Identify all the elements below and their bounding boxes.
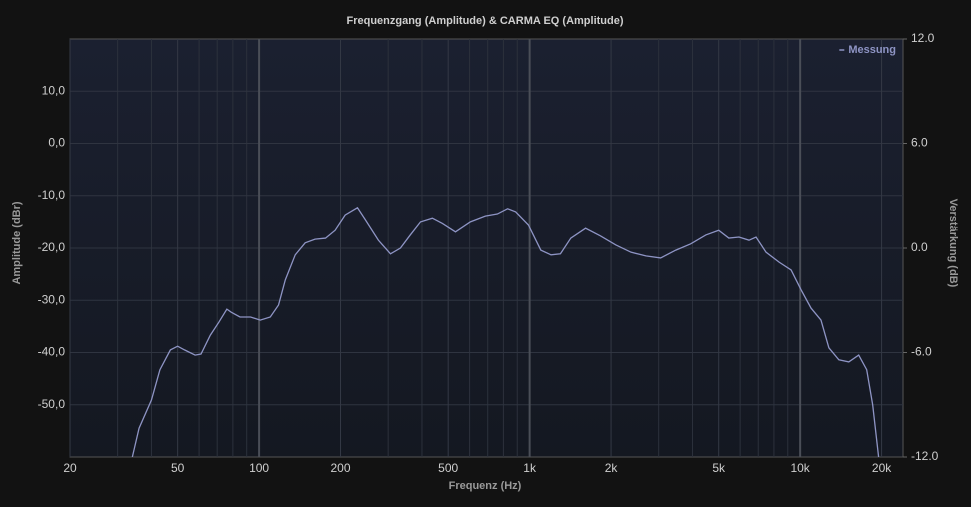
x-tick-label: 10k	[790, 461, 810, 475]
x-tick-label: 50	[171, 461, 185, 475]
x-tick-label: 100	[249, 461, 269, 475]
x-tick-label: 20k	[872, 461, 892, 475]
y-tick-label: -50,0	[38, 397, 66, 411]
x-tick-label: 1k	[523, 461, 537, 475]
x-axis-label: Frequenz (Hz)	[449, 480, 522, 492]
y2-tick-label: -12.0	[911, 449, 939, 463]
y2-tick-label: 6.0	[911, 136, 928, 150]
x-tick-label: 2k	[605, 461, 619, 475]
y-axis-label: Amplitude (dBr)	[11, 201, 23, 284]
x-tick-label: 20	[63, 461, 77, 475]
line	[131, 206, 880, 457]
y2-axis-label: Verstärkung (dB)	[947, 199, 959, 288]
legend-label: Messung	[848, 44, 896, 56]
y2-tick-label: 12.0	[911, 31, 935, 45]
x-tick-label: 500	[438, 461, 458, 475]
x-tick-label: 5k	[712, 461, 726, 475]
y-tick-label: 10,0	[42, 83, 66, 97]
y-tick-label: 0,0	[48, 136, 65, 150]
y-tick-label: -20,0	[38, 240, 66, 254]
y-tick-label: -40,0	[38, 345, 66, 359]
chart-title: Frequenzgang (Amplitude) & CARMA EQ (Amp…	[346, 15, 623, 27]
y-tick-label: -10,0	[38, 188, 66, 202]
y2-tick-label: 0.0	[911, 240, 928, 254]
y2-tick-label: -6.0	[911, 345, 932, 359]
x-tick-label: 200	[331, 461, 351, 475]
y-tick-label: -30,0	[38, 292, 66, 306]
